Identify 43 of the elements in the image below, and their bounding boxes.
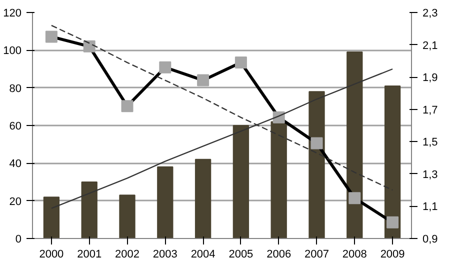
bar <box>194 158 212 238</box>
x-tick-label: 2006 <box>266 248 292 260</box>
y-tick-label: 100 <box>3 45 22 58</box>
x-tick-label: 2002 <box>115 248 140 260</box>
x-tick-label: 2004 <box>190 248 216 260</box>
point <box>197 74 210 86</box>
bar <box>43 196 60 238</box>
y2-tick-label: 2,3 <box>422 8 438 20</box>
bar <box>232 125 250 238</box>
point <box>234 56 247 69</box>
x-tick-label: 2005 <box>228 248 254 260</box>
point <box>45 30 58 43</box>
x-tick-label: 2008 <box>342 248 367 260</box>
y-tick-label: 80 <box>9 82 22 95</box>
y-tick-label: 0 <box>15 234 22 246</box>
y-tick-label: 120 <box>3 8 22 20</box>
point <box>386 216 399 228</box>
x-tick-label: 2003 <box>152 248 178 260</box>
bar <box>157 166 174 238</box>
point <box>121 100 134 112</box>
x-tick-label: 2009 <box>380 248 405 260</box>
x-tick-label: 2000 <box>39 248 64 260</box>
point <box>83 40 96 52</box>
y2-tick-label: 1,7 <box>422 104 438 116</box>
y2-tick-label: 1,9 <box>422 72 438 84</box>
bar <box>346 52 363 238</box>
y-tick-label: 20 <box>9 196 22 208</box>
y-tick-label: 60 <box>9 120 22 132</box>
bar <box>384 85 401 238</box>
bar <box>270 121 287 238</box>
bar <box>119 194 136 238</box>
y2-tick-label: 1,3 <box>422 168 438 181</box>
y2-tick-label: 2,1 <box>422 40 438 52</box>
point <box>348 192 361 204</box>
bar <box>81 182 98 238</box>
y2-tick-label: 1,5 <box>422 136 438 149</box>
y-tick-label: 40 <box>9 158 22 170</box>
x-tick-label: 2007 <box>304 248 329 260</box>
y2-tick-label: 1,1 <box>422 201 438 214</box>
x-tick-label: 2001 <box>77 248 102 260</box>
point <box>310 137 323 150</box>
point <box>159 61 172 74</box>
y2-tick-label: 0,9 <box>422 234 438 246</box>
